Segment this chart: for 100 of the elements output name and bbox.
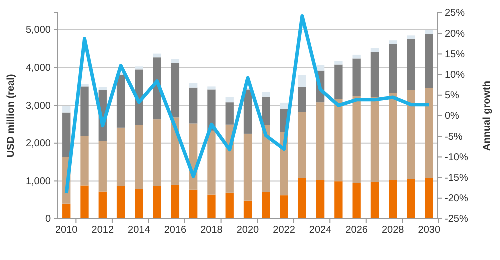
y-tick-label: 4,000 (26, 63, 52, 74)
y-tick-label: 2,000 (26, 138, 52, 150)
bar (226, 192, 234, 219)
bar (262, 192, 270, 219)
bar (171, 59, 180, 64)
y-tick-label: 5,000 (26, 25, 52, 36)
y-tick-label: 0 (45, 214, 52, 226)
line-series (64, 14, 432, 196)
bar (389, 40, 398, 44)
bar (135, 189, 144, 219)
bar (370, 52, 380, 98)
bar (190, 88, 198, 124)
bar (389, 93, 398, 180)
bar (116, 186, 126, 219)
bar (407, 90, 416, 180)
x-tick-label: 2030 (418, 225, 441, 236)
bar (262, 96, 270, 126)
bar (425, 30, 434, 34)
bar (244, 90, 252, 134)
bar (62, 112, 71, 158)
bar (116, 128, 126, 186)
x-tick-label: 2028 (382, 225, 405, 236)
y-tick-label: 3,000 (26, 100, 52, 112)
bar (208, 194, 216, 219)
bar (153, 54, 162, 58)
bar (153, 120, 162, 186)
y2-tick-label: -25% (445, 214, 468, 226)
y2-tick-label: -5% (445, 132, 463, 143)
bar (80, 84, 89, 87)
x-tick-label: 2022 (273, 225, 296, 236)
bar (425, 88, 434, 178)
bar (98, 141, 107, 192)
bar (352, 96, 361, 184)
y2-tick-label: -20% (445, 194, 468, 205)
bar (280, 196, 288, 219)
bar (407, 39, 416, 90)
bar (208, 130, 216, 195)
bar (171, 63, 180, 118)
bar (226, 102, 234, 125)
bar (352, 58, 361, 97)
y2-tick-label: -10% (445, 152, 468, 164)
bar (407, 179, 416, 219)
bar (334, 64, 343, 100)
bar (80, 136, 89, 186)
bar (370, 48, 380, 52)
bar (334, 182, 343, 219)
y-axis-title: USD million (real) (6, 74, 17, 158)
bar (208, 86, 216, 90)
bar (80, 186, 89, 219)
bar (62, 106, 71, 113)
bar (316, 102, 325, 180)
y2-tick-label: 20% (445, 28, 466, 40)
bar (389, 180, 398, 219)
bar (298, 112, 306, 178)
x-tick-label: 2020 (236, 225, 260, 236)
bar (389, 44, 398, 94)
bar (316, 180, 325, 219)
bar (153, 186, 162, 219)
x-tick-label: 2016 (164, 225, 188, 236)
bar (98, 87, 107, 90)
bar (334, 61, 343, 65)
y2-tick-label: 25% (445, 8, 466, 20)
bar (280, 102, 288, 110)
bar (80, 86, 89, 136)
bar (425, 34, 434, 88)
y2-tick-label: 5% (445, 90, 460, 102)
bar (370, 182, 380, 219)
y2-tick-label: 0% (445, 111, 460, 122)
bar (98, 192, 107, 219)
y2-tick-label: -15% (445, 173, 468, 184)
y2-tick-label: 15% (445, 49, 466, 60)
x-tick-label: 2014 (128, 225, 151, 236)
bar (316, 65, 325, 71)
bar (226, 97, 234, 103)
bar (190, 190, 198, 219)
x-tick-label: 2012 (92, 225, 114, 236)
x-tick-label: 2024 (309, 225, 332, 236)
x-tick-label: 2018 (200, 225, 224, 236)
bar (298, 74, 306, 88)
bar (116, 75, 126, 128)
bar (244, 134, 252, 201)
bar (298, 178, 306, 219)
bar (190, 83, 198, 88)
bar (352, 54, 361, 59)
y2-tick-label: 10% (445, 70, 466, 81)
bar (370, 97, 380, 182)
bar (62, 204, 71, 219)
bar (407, 36, 416, 40)
bar (425, 178, 434, 219)
bar (135, 66, 144, 70)
bar (298, 87, 306, 112)
x-tick-label: 2026 (346, 225, 368, 236)
bar (171, 184, 180, 219)
bar (135, 125, 144, 190)
y-tick-label: 1,000 (26, 176, 52, 188)
bar (334, 99, 343, 182)
y2-axis-title: Annual growth (482, 81, 493, 151)
bar (352, 183, 361, 219)
bar (262, 92, 270, 97)
x-tick-label: 2010 (55, 225, 78, 236)
